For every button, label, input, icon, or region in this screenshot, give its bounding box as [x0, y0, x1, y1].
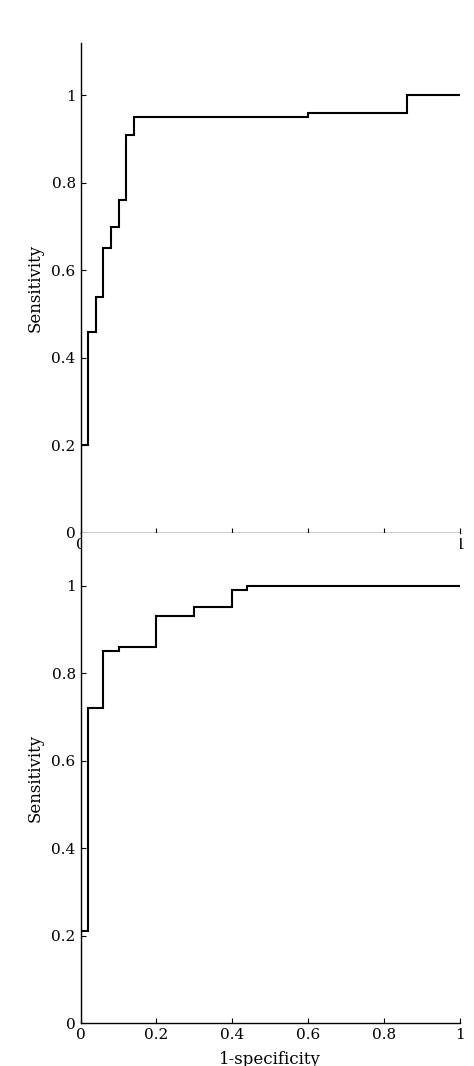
X-axis label: 1-specificity: 1-specificity — [219, 561, 321, 577]
Text: ( a ): ( a ) — [252, 612, 288, 629]
Y-axis label: Sensitivity: Sensitivity — [26, 734, 43, 822]
X-axis label: 1-specificity: 1-specificity — [219, 1051, 321, 1066]
Y-axis label: Sensitivity: Sensitivity — [26, 244, 43, 332]
